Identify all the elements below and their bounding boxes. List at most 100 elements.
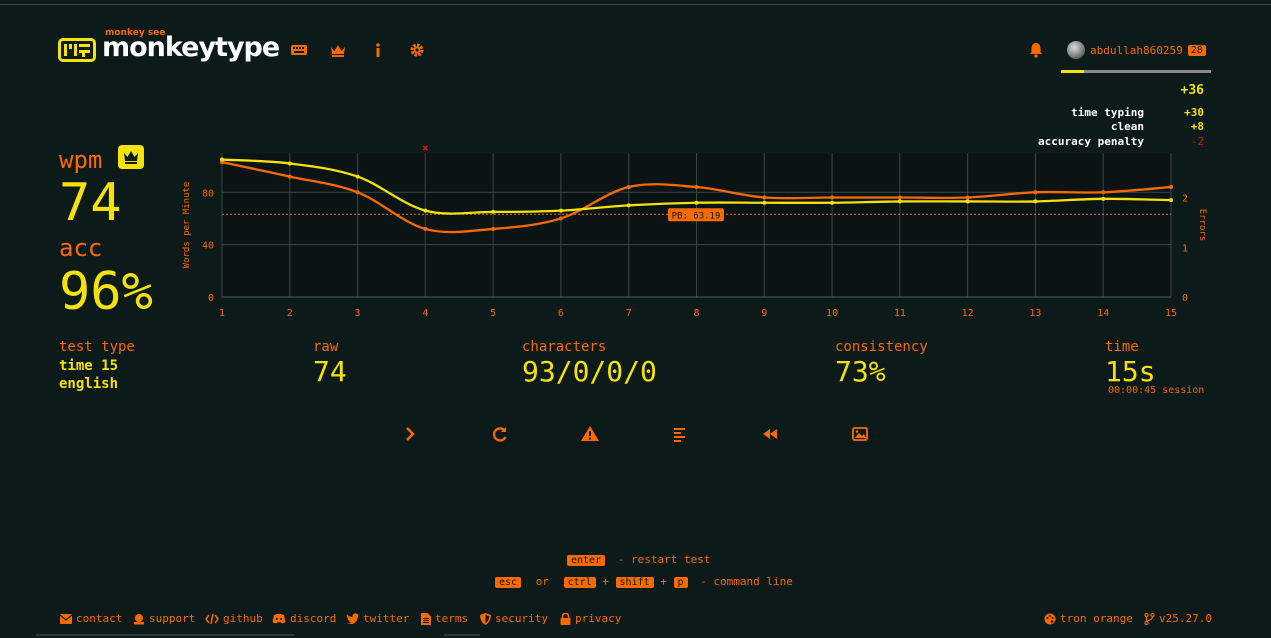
chart-point-wpm bbox=[287, 161, 292, 166]
characters-label: characters bbox=[522, 339, 607, 355]
lock-icon bbox=[560, 612, 571, 625]
chart-point-wpm bbox=[626, 203, 631, 208]
chart-point-wpm bbox=[220, 157, 224, 162]
xp-row-clean: clean +8 bbox=[1110, 120, 1204, 133]
chart-point-raw bbox=[1169, 185, 1173, 190]
top-border bbox=[0, 4, 1271, 5]
footer-support-link[interactable]: support bbox=[133, 612, 195, 625]
esc-key: esc bbox=[495, 577, 522, 588]
chart-x-tick-label: 9 bbox=[761, 308, 767, 319]
chart-y-axis-title: Words per Minute bbox=[182, 182, 192, 269]
chart-point-raw bbox=[762, 195, 767, 200]
restart-hint: enter - restart test bbox=[567, 553, 710, 566]
chart-y2-tick-label: 0 bbox=[1182, 293, 1188, 304]
screenshot-button[interactable] bbox=[850, 425, 870, 443]
gear-icon[interactable] bbox=[408, 42, 426, 58]
footer-twitter-link[interactable]: twitter bbox=[346, 612, 409, 625]
logo-tagline: monkey see bbox=[105, 28, 166, 38]
restart-test-button[interactable] bbox=[490, 425, 510, 443]
chart-error-mark bbox=[422, 145, 428, 151]
acc-label: acc bbox=[59, 234, 103, 262]
shift-key: shift bbox=[615, 577, 654, 588]
scrollbar-track bbox=[36, 634, 294, 636]
acc-value: 96% bbox=[59, 262, 153, 322]
chart-y2-axis-title: Errors bbox=[1197, 209, 1207, 242]
chart-pb-label: PB: 63.19 bbox=[672, 211, 721, 221]
wpm-value: 74 bbox=[59, 173, 122, 233]
chart-x-tick-label: 10 bbox=[826, 308, 838, 319]
enter-key: enter bbox=[567, 555, 606, 566]
practice-words-button[interactable] bbox=[580, 425, 600, 443]
chart-point-raw bbox=[558, 216, 563, 221]
footer-privacy-link[interactable]: privacy bbox=[560, 612, 621, 625]
chart-point-wpm bbox=[830, 200, 835, 205]
chart-pb-badge bbox=[668, 208, 724, 222]
crown-icon[interactable] bbox=[329, 42, 347, 58]
footer-discord-link[interactable]: discord bbox=[272, 612, 336, 625]
footer-terms-link[interactable]: terms bbox=[421, 612, 468, 625]
chart-x-tick-label: 3 bbox=[355, 308, 361, 319]
chart-point-raw bbox=[897, 195, 902, 200]
time-value: 15s bbox=[1105, 355, 1156, 388]
consistency-value: 73% bbox=[835, 355, 886, 388]
xp-row-accuracy-penalty: accuracy penalty -2 bbox=[1038, 135, 1204, 148]
xp-row-time-typing: time typing +30 bbox=[1071, 106, 1204, 119]
characters-value: 93/0/0/0 bbox=[522, 355, 657, 388]
bell-icon[interactable] bbox=[1028, 42, 1046, 58]
envelope-icon bbox=[60, 613, 72, 624]
chart-point-wpm bbox=[558, 208, 563, 213]
info-icon[interactable] bbox=[369, 42, 387, 58]
logo-icon bbox=[58, 38, 96, 62]
chart-x-tick-label: 2 bbox=[287, 308, 293, 319]
ctrl-key: ctrl bbox=[563, 577, 596, 588]
keyboard-icon[interactable] bbox=[290, 42, 308, 58]
chart-x-tick-label: 7 bbox=[626, 308, 632, 319]
theme-button[interactable]: tron orange bbox=[1044, 612, 1133, 625]
chart-x-tick-label: 13 bbox=[1029, 308, 1041, 319]
code-branch-icon bbox=[1144, 612, 1155, 625]
chart-point-wpm bbox=[762, 200, 767, 205]
command-line-hint: esc or ctrl + shift + p - command line bbox=[495, 575, 793, 588]
chart-point-wpm bbox=[965, 199, 970, 204]
p-key: p bbox=[673, 577, 688, 588]
chart-y-tick-label: 40 bbox=[202, 241, 214, 252]
test-type-mode: time 15 bbox=[59, 358, 119, 374]
chart-y-tick-label: 80 bbox=[202, 188, 214, 199]
chart-point-wpm bbox=[1033, 199, 1038, 204]
chart-y2-tick-label: 1 bbox=[1182, 243, 1188, 254]
chart-point-raw bbox=[423, 226, 428, 231]
words-history-button[interactable] bbox=[670, 425, 690, 443]
chart-point-wpm bbox=[897, 199, 902, 204]
replay-button[interactable] bbox=[760, 425, 780, 443]
next-test-button[interactable] bbox=[400, 425, 420, 443]
chart-x-tick-label: 4 bbox=[422, 308, 428, 319]
time-label: time bbox=[1105, 339, 1139, 355]
footer-contact-link[interactable]: contact bbox=[60, 612, 122, 625]
footer-security-link[interactable]: security bbox=[480, 612, 548, 625]
level-badge: 28 bbox=[1187, 44, 1206, 56]
chart-point-wpm bbox=[355, 174, 360, 179]
session-time: 00:00:45 session bbox=[1108, 385, 1205, 396]
username: abdullah860259 bbox=[1090, 43, 1183, 57]
chart-point-wpm bbox=[694, 200, 699, 205]
chart-point-raw bbox=[965, 195, 970, 200]
chart-x-tick-label: 1 bbox=[219, 308, 225, 319]
chart-x-tick-label: 6 bbox=[558, 308, 564, 319]
code-icon bbox=[205, 613, 219, 624]
chart-x-tick-label: 5 bbox=[490, 308, 496, 319]
chart-x-tick-label: 11 bbox=[894, 308, 906, 319]
footer-github-link[interactable]: github bbox=[205, 612, 263, 625]
logo-text: monkeytype bbox=[102, 32, 280, 63]
file-icon bbox=[421, 612, 431, 625]
test-type-language: english bbox=[59, 376, 119, 392]
xp-total: +36 bbox=[1180, 83, 1204, 98]
chart-x-tick-label: 8 bbox=[693, 308, 699, 319]
raw-label: raw bbox=[313, 339, 339, 355]
account-button[interactable]: abdullah860259 28 bbox=[1067, 41, 1206, 59]
chart-point-raw bbox=[626, 185, 631, 190]
palette-icon bbox=[1044, 613, 1056, 624]
donate-icon bbox=[134, 613, 144, 624]
chart-point-wpm bbox=[491, 209, 496, 214]
logo[interactable]: monkey see monkeytype bbox=[58, 28, 280, 64]
version-button[interactable]: v25.27.0 bbox=[1144, 612, 1212, 625]
